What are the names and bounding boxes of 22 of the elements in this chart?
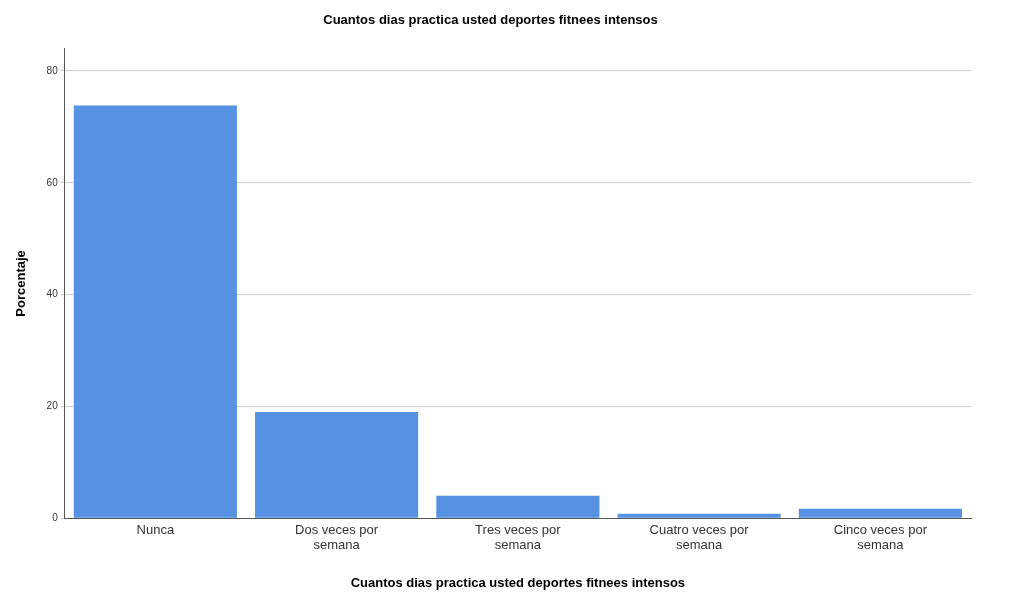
x-axis-title: Cuantos dias practica usted deportes fitnees intensos <box>350 574 686 590</box>
chart-title: Cuantos dias practica usted deportes fitnees intensos <box>323 12 658 28</box>
category-label: Cuatro veces por <box>649 521 749 537</box>
bar <box>798 508 962 518</box>
category-label: Dos veces por <box>295 521 379 537</box>
bar <box>617 513 781 518</box>
y-axis-title: Porcentaje <box>13 250 29 317</box>
y-tick-label: 60 <box>46 176 59 188</box>
y-tick-label: 0 <box>52 511 59 523</box>
category-label: semana <box>494 537 541 553</box>
bar <box>73 105 237 518</box>
category-label: Nunca <box>136 521 175 537</box>
category-label: semana <box>675 537 723 553</box>
y-tick-label: 20 <box>46 400 59 412</box>
category-label: Tres veces por <box>475 521 561 537</box>
bar <box>436 495 600 518</box>
bar <box>255 411 419 518</box>
y-tick-label: 80 <box>46 64 59 76</box>
category-label: semana <box>857 537 904 553</box>
category-label: Cinco veces por <box>833 521 927 537</box>
y-tick-label: 40 <box>46 288 59 300</box>
category-label: semana <box>313 537 360 553</box>
